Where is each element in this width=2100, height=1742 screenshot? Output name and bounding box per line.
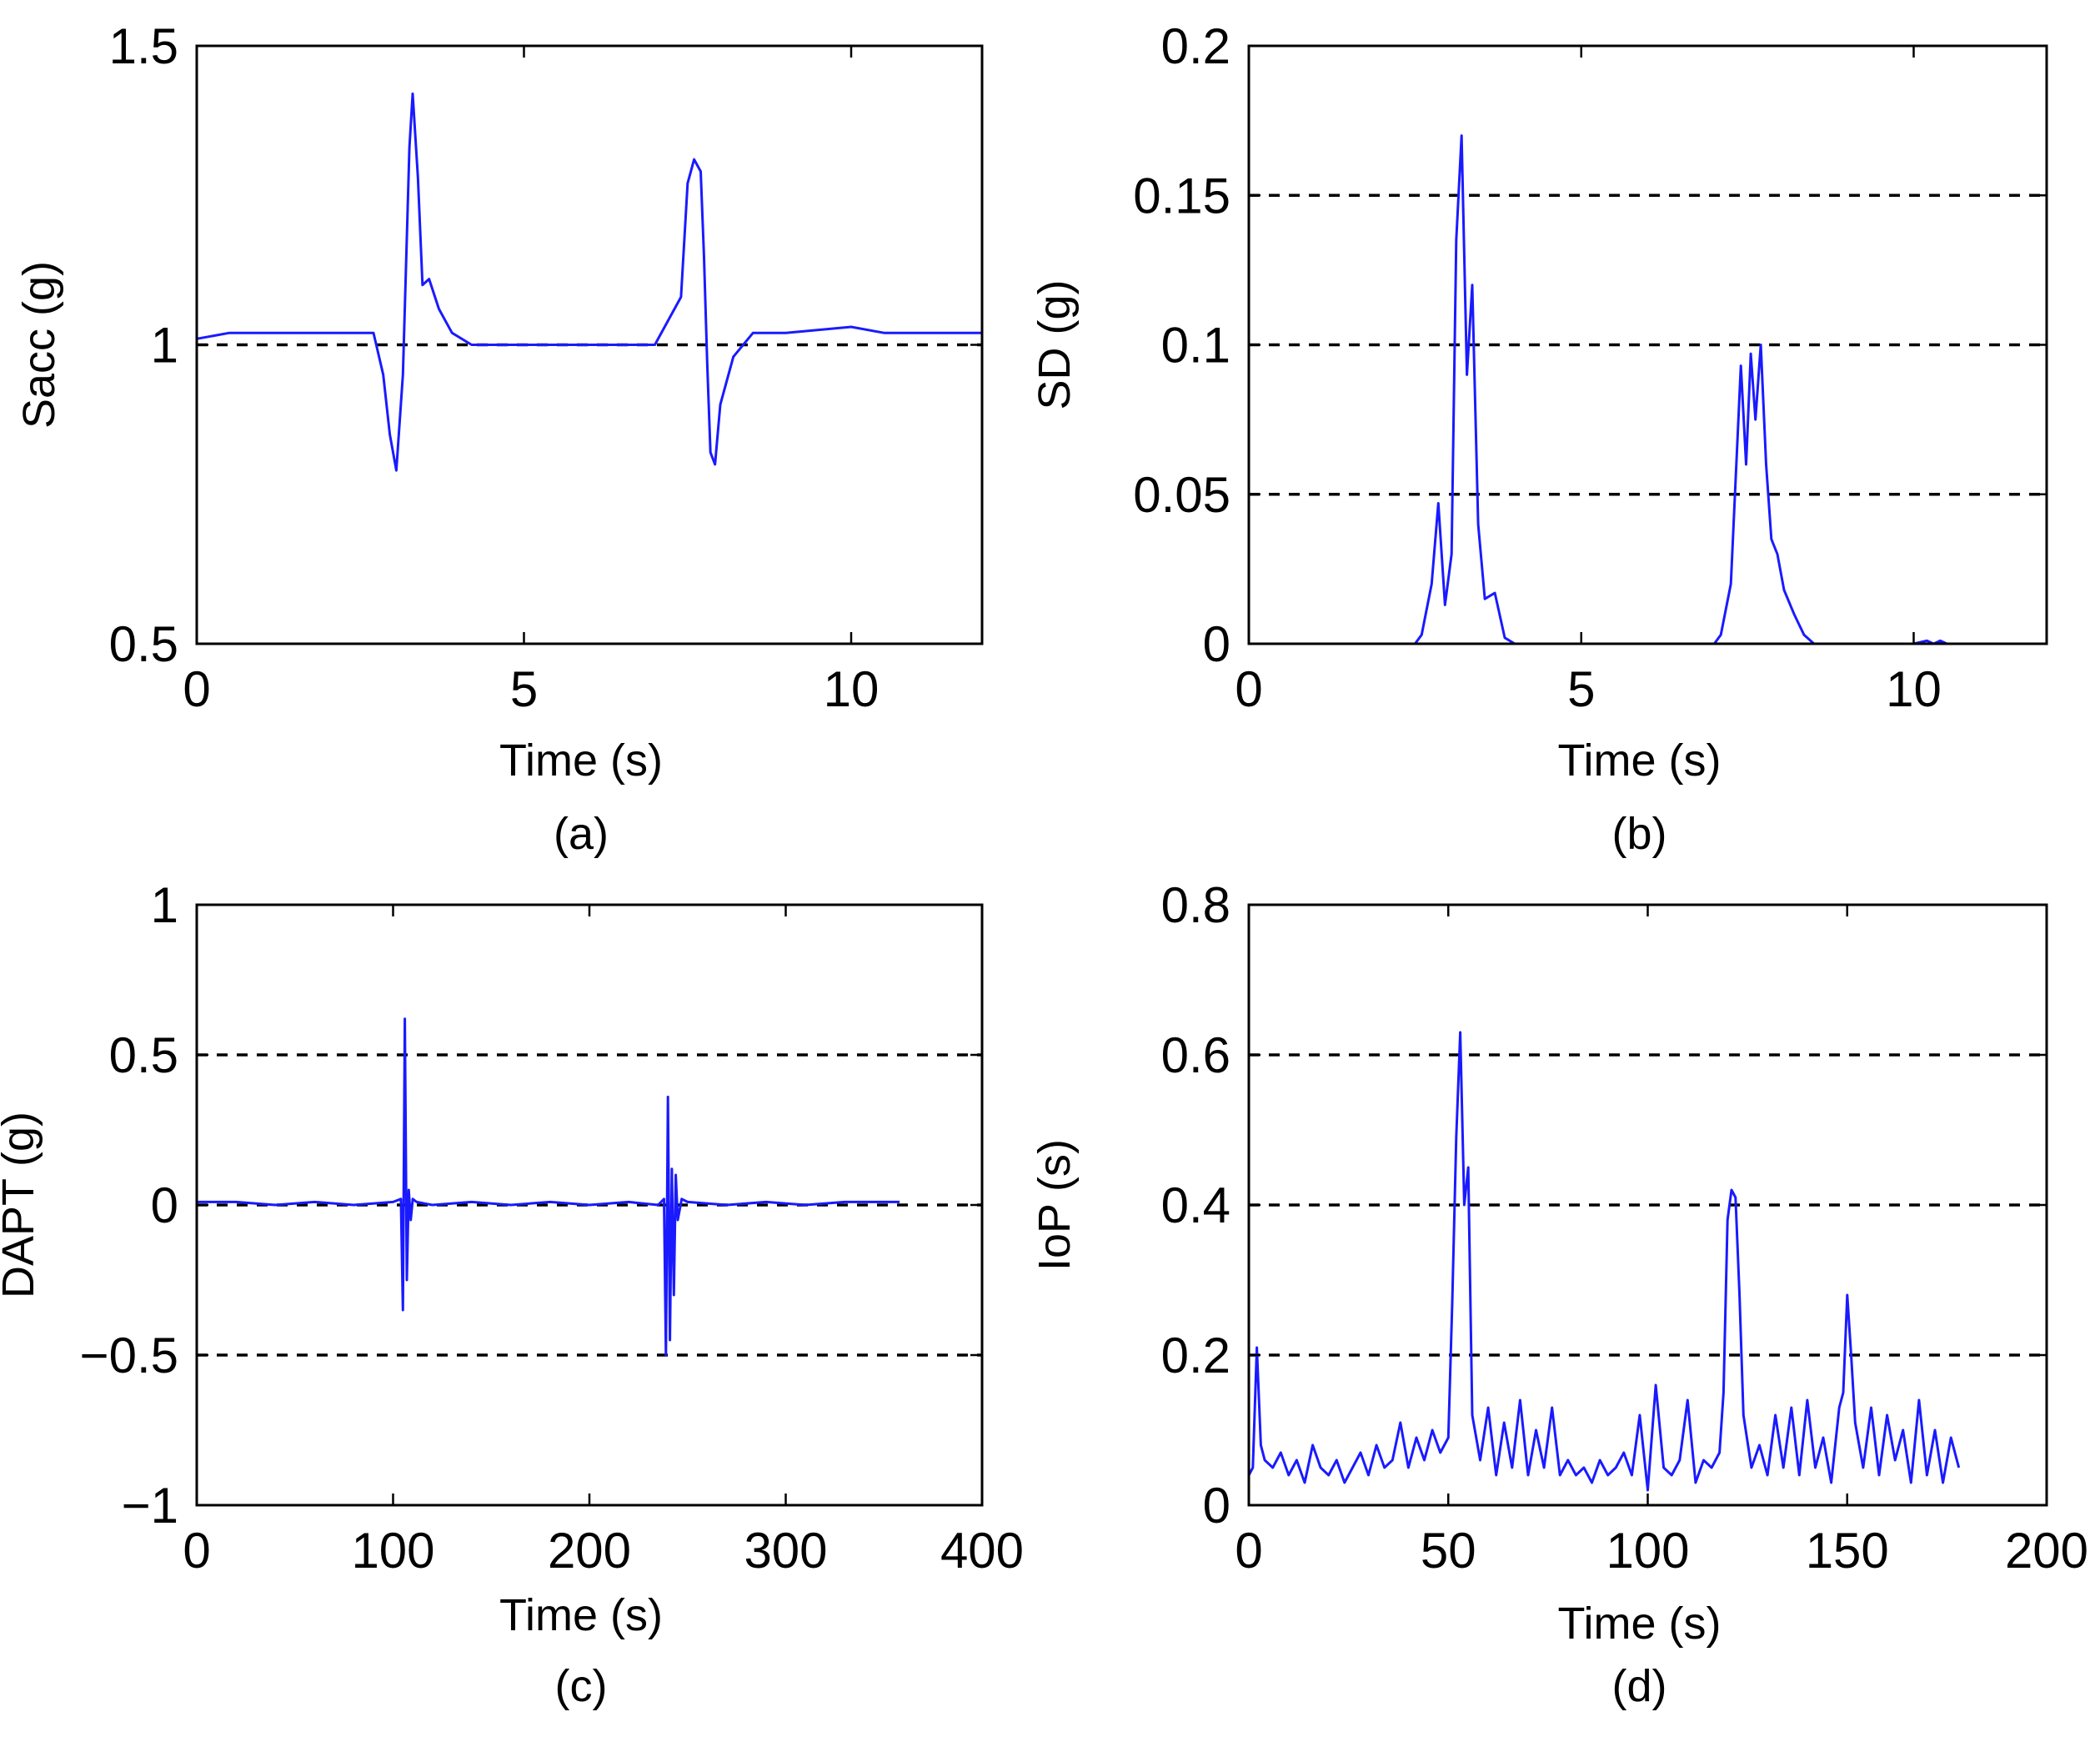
y-tick-label: 0.2 — [1161, 1328, 1230, 1383]
y-axis-label: IoP (s) — [1030, 1139, 1080, 1271]
x-tick-label: 0 — [1235, 661, 1262, 717]
y-tick-label: −1 — [122, 1478, 178, 1534]
y-tick-label: 0.5 — [109, 1027, 178, 1083]
y-tick-label: 0 — [151, 1177, 178, 1233]
y-tick-label: 0.5 — [109, 616, 178, 672]
series-line-sd — [1249, 134, 2047, 645]
chart-panel-a: 0 5 10 0.5 1 1.5 Time (s) Sacc (g) (a) — [14, 18, 984, 859]
y-axis-label: Sacc (g) — [14, 261, 64, 429]
x-axis-label: Time (s) — [1558, 735, 1722, 786]
y-tick-label: 0 — [1203, 616, 1230, 672]
chart-panel-b: 0 5 10 0 0.05 0.1 0.15 0.2 Time (s) SD (g) (b) — [1030, 18, 2048, 859]
y-tick-label: 0.1 — [1161, 318, 1230, 374]
y-tick-label: 0.2 — [1161, 18, 1230, 74]
axes-frame — [1247, 44, 2048, 645]
y-tick-label: 1 — [151, 877, 178, 933]
x-tick-label: 0 — [1235, 1523, 1262, 1579]
x-axis-label: Time (s) — [499, 1590, 663, 1640]
x-tick-label: 150 — [1806, 1523, 1889, 1579]
x-tick-label: 5 — [510, 661, 538, 717]
chart-panel-d: 0 50 100 150 200 0 0.2 0.4 0.6 0.8 Time (s) IoP (s)… — [1030, 877, 2088, 1711]
x-axis-label: Time (s) — [499, 735, 663, 786]
x-tick-label: 200 — [548, 1523, 631, 1579]
x-tick-label: 300 — [744, 1523, 827, 1579]
y-tick-label: 0.15 — [1133, 168, 1230, 223]
x-tick-label: 5 — [1567, 661, 1595, 717]
y-tick-label: −0.5 — [80, 1328, 178, 1383]
y-tick-label: 0.05 — [1133, 467, 1230, 523]
y-tick-label: 0.8 — [1161, 877, 1230, 933]
panel-caption: (d) — [1612, 1661, 1667, 1711]
x-tick-label: 400 — [940, 1523, 1024, 1579]
series-line-dapt — [197, 1017, 900, 1357]
panel-caption: (a) — [554, 809, 609, 859]
x-tick-label: 0 — [183, 661, 210, 717]
y-tick-label: 0.6 — [1161, 1027, 1230, 1083]
x-tick-label: 100 — [1606, 1523, 1689, 1579]
y-tick-label: 0 — [1203, 1478, 1230, 1534]
x-axis-label: Time (s) — [1558, 1599, 1722, 1649]
x-tick-label: 10 — [1886, 661, 1942, 717]
x-tick-label: 0 — [183, 1523, 210, 1579]
y-tick-label: 0.4 — [1161, 1177, 1230, 1233]
series-line-iop — [1247, 1031, 1961, 1492]
series-line-sacc — [196, 92, 982, 472]
y-tick-label: 1.5 — [109, 18, 178, 74]
chart-panel-c: 0 100 200 300 400 −1 −0.5 0 0.5 1 Time (s) DAPT (g)… — [0, 877, 1024, 1711]
y-axis-label: SD (g) — [1030, 279, 1080, 409]
y-axis-label: DAPT (g) — [0, 1112, 43, 1298]
axes-frame — [1247, 903, 2048, 1507]
panel-caption: (c) — [555, 1661, 608, 1711]
x-tick-label: 10 — [824, 661, 880, 717]
y-tick-label: 1 — [151, 318, 178, 374]
x-tick-label: 100 — [351, 1523, 434, 1579]
x-tick-label: 200 — [2005, 1523, 2088, 1579]
panel-caption: (b) — [1612, 809, 1667, 859]
x-tick-label: 50 — [1421, 1523, 1476, 1579]
